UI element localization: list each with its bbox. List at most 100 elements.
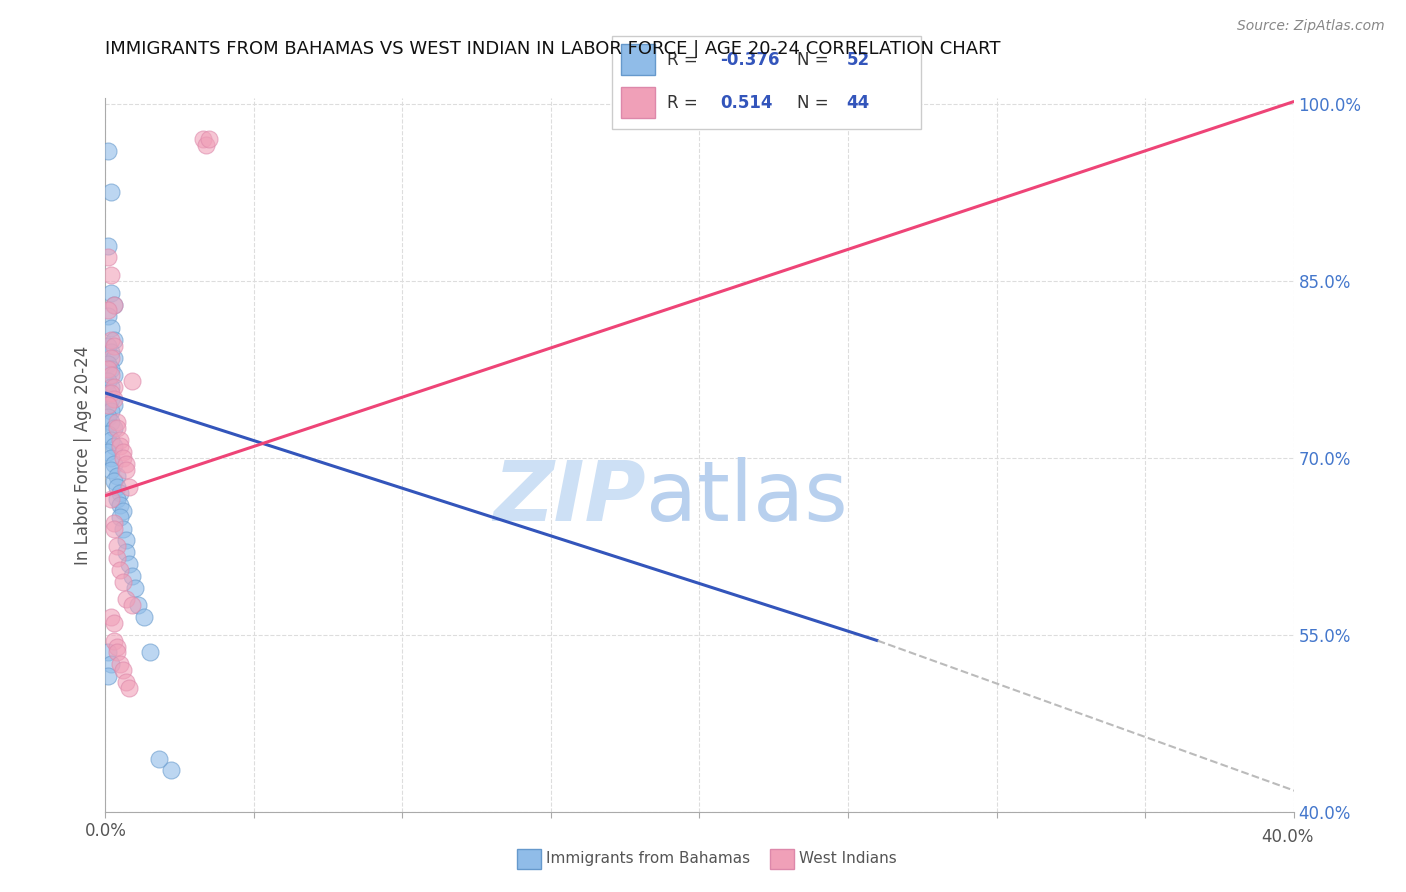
Point — [105, 416, 128, 430]
Text: ZIP: ZIP — [494, 458, 645, 538]
Point — [105, 421, 128, 435]
Text: 52: 52 — [846, 51, 870, 69]
Point — [115, 675, 138, 690]
Point — [97, 427, 120, 442]
Point — [121, 569, 143, 583]
Point — [103, 333, 125, 347]
Point — [97, 362, 120, 376]
Point — [100, 403, 122, 417]
Point — [100, 186, 122, 200]
FancyBboxPatch shape — [612, 36, 921, 129]
Point — [97, 357, 120, 371]
Point — [105, 480, 128, 494]
Point — [100, 463, 122, 477]
Point — [103, 392, 125, 406]
Point — [121, 374, 143, 388]
Point — [103, 297, 125, 311]
Point — [100, 386, 122, 401]
Point — [103, 439, 125, 453]
Point — [100, 492, 122, 507]
Point — [97, 374, 120, 388]
Point — [100, 268, 122, 282]
Point — [97, 409, 120, 424]
Point — [103, 398, 125, 412]
Point — [97, 310, 120, 324]
Point — [112, 450, 135, 465]
Point — [112, 445, 135, 459]
Text: West Indians: West Indians — [799, 852, 897, 866]
Point — [103, 522, 125, 536]
Point — [97, 251, 120, 265]
Point — [198, 132, 221, 146]
Point — [103, 457, 125, 471]
Point — [97, 445, 120, 459]
Text: 0.514: 0.514 — [720, 94, 772, 112]
Point — [100, 416, 122, 430]
Text: Immigrants from Bahamas: Immigrants from Bahamas — [546, 852, 749, 866]
Point — [195, 138, 218, 153]
Point — [112, 663, 135, 677]
Point — [105, 539, 128, 553]
Point — [100, 321, 122, 335]
Text: N =: N = — [797, 94, 834, 112]
Point — [118, 681, 141, 695]
Point — [110, 509, 132, 524]
Point — [118, 480, 141, 494]
Text: Source: ZipAtlas.com: Source: ZipAtlas.com — [1237, 19, 1385, 33]
Point — [103, 339, 125, 353]
Point — [148, 751, 170, 765]
Point — [115, 457, 138, 471]
Point — [139, 645, 162, 659]
Point — [115, 463, 138, 477]
Point — [100, 380, 122, 394]
Point — [100, 368, 122, 383]
Point — [97, 398, 120, 412]
Bar — [621, 44, 655, 75]
Point — [100, 333, 122, 347]
Text: R =: R = — [668, 94, 703, 112]
Point — [121, 599, 143, 613]
Point — [97, 339, 120, 353]
Point — [110, 657, 132, 672]
Point — [110, 498, 132, 512]
Point — [103, 516, 125, 530]
Point — [105, 640, 128, 654]
Point — [100, 285, 122, 300]
Point — [103, 368, 125, 383]
Point — [103, 421, 125, 435]
Point — [112, 504, 135, 518]
Point — [115, 533, 138, 548]
Point — [110, 433, 132, 447]
Y-axis label: In Labor Force | Age 20-24: In Labor Force | Age 20-24 — [73, 345, 91, 565]
Point — [115, 592, 138, 607]
Point — [112, 574, 135, 589]
Text: atlas: atlas — [645, 458, 848, 538]
Text: IMMIGRANTS FROM BAHAMAS VS WEST INDIAN IN LABOR FORCE | AGE 20-24 CORRELATION CH: IMMIGRANTS FROM BAHAMAS VS WEST INDIAN I… — [105, 40, 1001, 58]
Point — [97, 645, 120, 659]
Point — [110, 486, 132, 500]
Point — [100, 344, 122, 359]
Point — [97, 303, 120, 318]
Point — [103, 297, 125, 311]
Point — [159, 764, 181, 778]
Point — [97, 238, 120, 252]
Point — [105, 468, 128, 483]
Point — [103, 633, 125, 648]
Point — [115, 545, 138, 559]
Point — [97, 145, 120, 159]
Text: N =: N = — [797, 51, 834, 69]
Point — [105, 551, 128, 566]
Text: 40.0%: 40.0% — [1261, 828, 1315, 846]
Point — [100, 610, 122, 624]
Point — [127, 599, 149, 613]
Point — [97, 669, 120, 683]
Point — [105, 645, 128, 659]
Text: -0.376: -0.376 — [720, 51, 779, 69]
Point — [100, 657, 122, 672]
Point — [110, 563, 132, 577]
Point — [193, 132, 215, 146]
Text: R =: R = — [668, 51, 703, 69]
Point — [100, 362, 122, 376]
Point — [103, 351, 125, 365]
Point — [132, 610, 155, 624]
